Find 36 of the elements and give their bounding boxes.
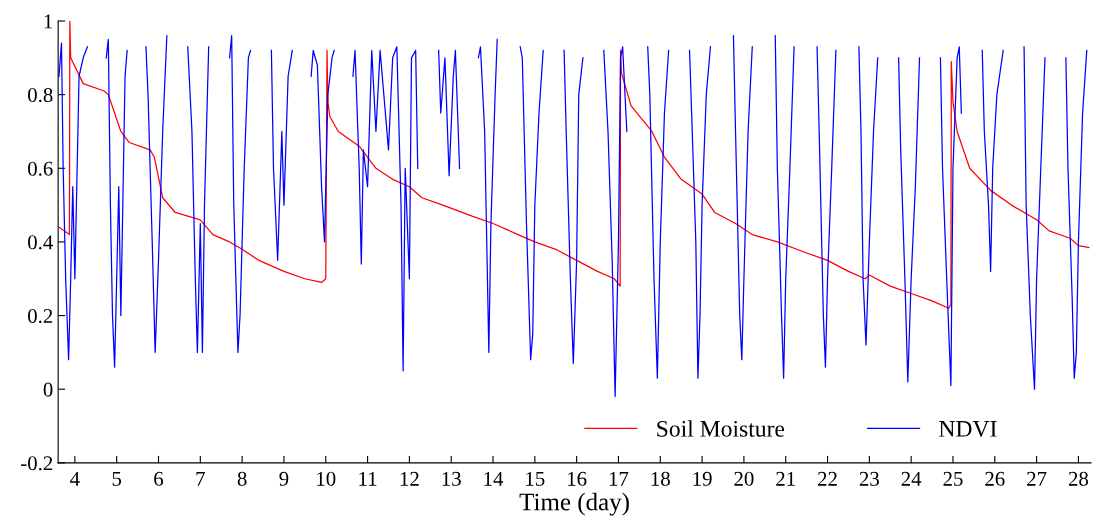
x-tick-label: 15 (526, 471, 545, 486)
x-tick-label: 23 (859, 471, 879, 486)
legend-label: Soil Moisture (657, 420, 785, 437)
x-tick-label: 14 (484, 471, 504, 486)
line-series (58, 21, 1090, 309)
x-tick-label: 4 (70, 471, 80, 486)
x-tick-label: 13 (442, 471, 461, 486)
x-tick-label: 7 (196, 471, 205, 486)
y-tick-label: -0.2 (21, 456, 53, 471)
x-tick-label: 19 (693, 471, 712, 486)
x-tick-label: 17 (609, 471, 629, 486)
y-tick-label: 1 (44, 14, 53, 29)
x-tick-label: 24 (901, 471, 922, 486)
x-tick-label: 26 (985, 471, 1005, 486)
x-tick-label: 12 (400, 471, 419, 486)
y-tick-label: 0.8 (28, 88, 53, 103)
x-tick-label: 11 (359, 471, 377, 486)
x-tick-label: 22 (818, 471, 837, 486)
y-tick-label: 0.2 (28, 308, 53, 324)
x-tick-label: 8 (237, 471, 247, 486)
x-axis-title: Time (day) (519, 492, 629, 516)
x-tick-label: 28 (1068, 471, 1089, 486)
x-tick-label: 21 (776, 471, 795, 486)
x-tick-label: 20 (734, 471, 754, 486)
x-tick-label: 9 (279, 471, 289, 486)
x-tick-label: 18 (651, 471, 670, 486)
x-tick-label: 27 (1027, 471, 1047, 486)
y-tick-label: 0.6 (28, 161, 53, 176)
y-tick-label: 0 (43, 382, 53, 397)
x-tick-label: 25 (943, 471, 963, 486)
x-tick-label: 16 (568, 471, 587, 486)
legend-label: NDVI (939, 421, 997, 437)
x-tick-label: 10 (317, 471, 336, 486)
x-tick-label: 5 (112, 471, 122, 486)
y-tick-label: 0.4 (28, 235, 53, 250)
x-tick-label: 6 (154, 471, 164, 486)
